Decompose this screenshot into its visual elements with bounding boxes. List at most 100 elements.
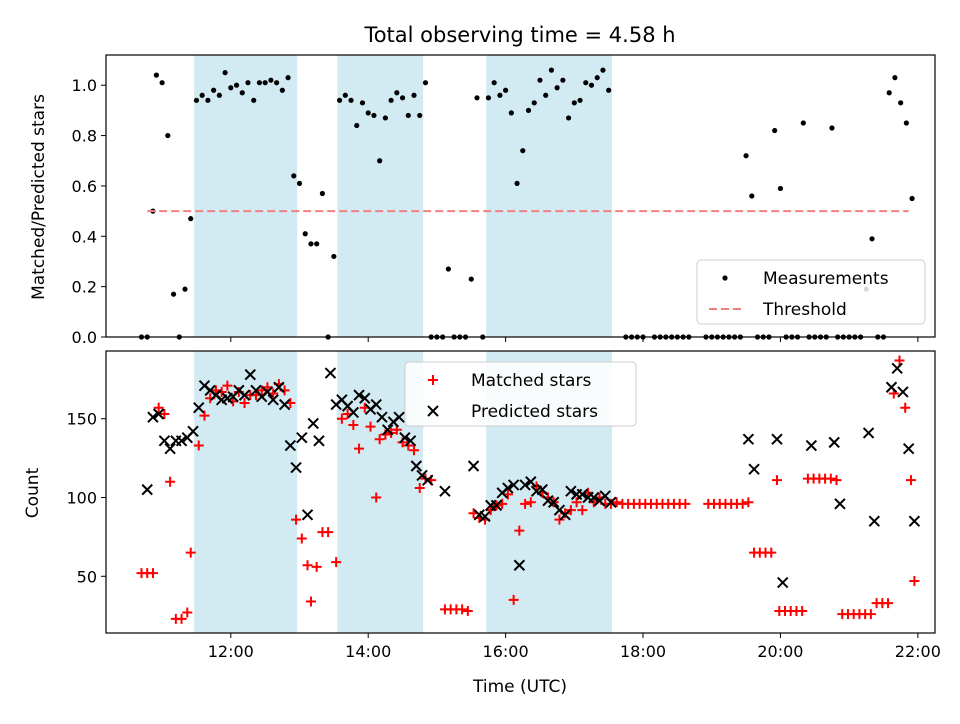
count-predicted-stars-point-stroke [588, 491, 600, 504]
count-predicted-stars-point-stroke [141, 483, 153, 496]
ratio-measurements-point [491, 80, 497, 86]
ratio-y-tick-label: 1.0 [72, 76, 97, 95]
ratio-y-tick-label: 0.0 [72, 328, 97, 347]
count-matched-stars-point [336, 413, 347, 424]
count-predicted-stars-point-stroke [393, 411, 405, 423]
count-matched-stars-point-stroke [883, 598, 894, 609]
count-matched-stars-point-stroke [743, 497, 754, 508]
count-predicted-stars-point-stroke [777, 576, 789, 589]
count-predicted-stars-point [588, 491, 600, 504]
count-matched-stars-point [771, 475, 782, 486]
ratio-measurements-point [193, 97, 200, 103]
ratio-axes-frame [105, 54, 936, 338]
count-predicted-stars-point [244, 368, 256, 381]
count-matched-stars-point [199, 410, 210, 421]
count-matched-stars-point-stroke [165, 476, 176, 487]
ratio-measurements-point [308, 241, 314, 247]
count-predicted-stars-point-stroke [370, 398, 382, 411]
count-predicted-stars-point [278, 398, 291, 411]
ratio-measurements-point [165, 132, 171, 139]
count-matched-stars-point-stroke [239, 397, 250, 408]
count-matched-stars-point [371, 492, 382, 503]
count-x-tick-label: 20:00 [757, 642, 803, 661]
count-predicted-stars-point-stroke [565, 485, 577, 497]
count-matched-stars-point [311, 561, 322, 572]
ratio-measurements-point [485, 95, 492, 101]
count-predicted-stars-point-stroke [158, 435, 171, 447]
count-predicted-stars-point-stroke [313, 435, 325, 447]
count-y-tick-label: 150 [66, 410, 97, 429]
count-predicted-stars-point-stroke [359, 392, 371, 404]
count-matched-stars-point-stroke [565, 505, 576, 516]
count-matched-stars-point-stroke [865, 609, 876, 620]
ratio-measurements-point [405, 112, 411, 119]
count-matched-stars-point [409, 445, 420, 456]
count-y-tick-label: 100 [66, 489, 97, 508]
count-matched-stars-point [331, 557, 342, 568]
ratio-measurements-point [336, 97, 343, 103]
count-matched-stars-point-stroke [354, 443, 365, 454]
ratio-measurements-point [417, 112, 423, 119]
count-predicted-stars-point [742, 433, 755, 445]
count-matched-stars-point-stroke [153, 402, 164, 413]
count-predicted-stars-point-stroke [547, 496, 560, 508]
count-matched-stars-point [296, 533, 307, 544]
count-matched-stars-point-stroke [159, 409, 170, 420]
count-matched-stars-point [457, 604, 468, 615]
count-matched-stars-point-stroke [323, 527, 334, 538]
ratio-measurements-point [211, 87, 217, 93]
ratio-measurements-point [251, 97, 257, 103]
count-predicted-stars-point-stroke [868, 515, 881, 527]
ratio-y-tick-label: 0.8 [72, 127, 97, 146]
ratio-measurements-point [285, 75, 291, 81]
count-predicted-stars-point-stroke [536, 483, 548, 496]
ratio-measurements-point [571, 100, 577, 106]
count-predicted-stars-point [381, 424, 394, 436]
ratio-measurements-point [354, 122, 360, 129]
count-matched-stars-point-stroke [193, 440, 204, 451]
ratio-measurements-point [342, 92, 348, 98]
count-predicted-stars-point-stroke [605, 496, 617, 508]
count-predicted-stars-point-stroke [513, 559, 526, 571]
figure-title: Total observing time = 4.58 h [363, 23, 675, 47]
count-matched-stars-point [291, 514, 302, 525]
count-predicted-stars-point [834, 498, 846, 510]
count-matched-stars-point [865, 609, 876, 620]
ratio-measurements-point [199, 92, 205, 98]
ratio-measurements-point [892, 75, 898, 81]
count-x-tick-label: 12:00 [208, 642, 254, 661]
count-matched-stars-point [680, 498, 691, 509]
count-predicted-stars-point [399, 431, 411, 444]
ratio-measurements-point [302, 231, 308, 237]
ratio-legend-box [696, 259, 926, 325]
count-predicted-stars-point-stroke [399, 431, 411, 444]
count-predicted-stars-point-stroke [834, 498, 846, 510]
ratio-measurements-point [800, 120, 806, 126]
ratio-measurements-point [222, 70, 228, 76]
count-predicted-stars-point-stroke [376, 411, 388, 423]
count-predicted-stars-point [313, 435, 325, 447]
count-predicted-stars-point-stroke [353, 389, 365, 401]
count-predicted-stars-point [324, 367, 337, 379]
ratio-measurements-point [565, 115, 572, 121]
count-predicted-stars-point-stroke [805, 439, 818, 452]
ratio-panel: 0.0 0.2 0.4 0.6 0.8 1.0 Measurements Threshold [72, 54, 936, 347]
count-predicted-stars-point-stroke [507, 479, 520, 491]
count-predicted-stars-point [307, 417, 319, 430]
ratio-legend-label: Measurements [763, 269, 889, 289]
count-predicted-stars-point [479, 510, 491, 523]
count-matched-stars-point-stroke [222, 380, 233, 391]
count-matched-stars-point [571, 497, 582, 508]
count-matched-stars-point [348, 420, 359, 431]
count-predicted-stars-point-stroke [175, 435, 188, 447]
count-predicted-stars-point [296, 431, 308, 444]
count-predicted-stars-point [187, 425, 199, 438]
count-legend-marker-stroke [428, 375, 438, 385]
ratio-measurements-point [422, 80, 429, 86]
count-predicted-stars-point-stroke [307, 417, 319, 430]
count-predicted-stars-point-stroke [244, 368, 256, 381]
ratio-measurements-point [474, 95, 480, 101]
count-predicted-stars-point-stroke [193, 402, 205, 414]
ratio-measurements-point [411, 92, 417, 98]
count-predicted-stars-point-stroke [267, 394, 279, 406]
